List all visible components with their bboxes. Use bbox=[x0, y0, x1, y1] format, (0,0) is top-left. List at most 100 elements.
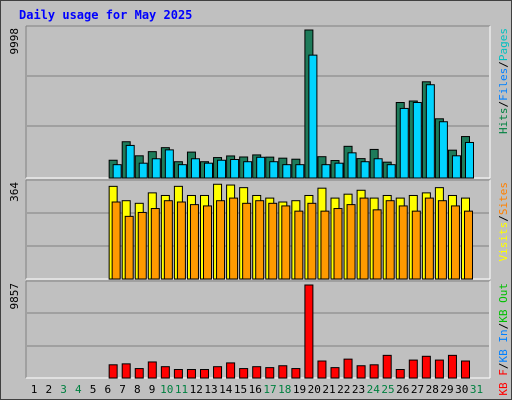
bar-kb-f-day-29 bbox=[434, 359, 444, 379]
bar-files-day-5 bbox=[125, 144, 135, 179]
day-label-4: 4 bbox=[75, 383, 82, 396]
legend-item-sites: Sites bbox=[497, 182, 510, 215]
bar-kb-f-day-31 bbox=[461, 360, 470, 379]
legend-item-kb-f: KB F bbox=[497, 369, 510, 396]
bar-files-day-24 bbox=[373, 158, 383, 179]
bar-files-day-6 bbox=[138, 162, 148, 179]
bar-kb-f-day-13 bbox=[226, 362, 236, 379]
bar-sites-day-26 bbox=[398, 205, 408, 280]
day-label-28: 28 bbox=[426, 383, 439, 396]
bar-files-day-8 bbox=[164, 149, 174, 179]
legend-item-: / bbox=[497, 61, 510, 68]
bar-kb-f-day-26 bbox=[395, 369, 405, 379]
bar-kb-f-day-16 bbox=[265, 367, 275, 379]
bar-files-day-22 bbox=[347, 152, 357, 179]
bar-files-day-12 bbox=[217, 159, 227, 179]
day-label-21: 21 bbox=[322, 383, 335, 396]
bar-kb-f-day-21 bbox=[330, 367, 340, 379]
bar-kb-f-day-7 bbox=[147, 361, 157, 379]
legend-item-: / bbox=[497, 323, 510, 330]
bar-kb-f-day-14 bbox=[239, 368, 249, 379]
panel-3-background bbox=[26, 281, 490, 378]
bar-files-day-19 bbox=[308, 54, 318, 179]
day-label-14: 14 bbox=[219, 383, 233, 396]
bar-files-day-20 bbox=[321, 164, 331, 179]
day-label-16: 16 bbox=[249, 383, 262, 396]
bar-kb-f-day-8 bbox=[160, 366, 170, 379]
bar-sites-day-5 bbox=[124, 215, 134, 280]
bar-files-day-13 bbox=[230, 158, 240, 179]
day-label-20: 20 bbox=[308, 383, 321, 396]
day-label-30: 30 bbox=[455, 383, 468, 396]
day-label-29: 29 bbox=[440, 383, 453, 396]
chart-title: Daily usage for May 2025 bbox=[19, 8, 193, 22]
day-label-19: 19 bbox=[293, 383, 306, 396]
legend-item-visits: Visits bbox=[497, 222, 510, 262]
day-label-22: 22 bbox=[337, 383, 350, 396]
bar-sites-day-12 bbox=[216, 200, 226, 280]
bar-sites-day-6 bbox=[137, 211, 147, 280]
bar-files-day-25 bbox=[386, 164, 396, 179]
day-label-11: 11 bbox=[175, 383, 188, 396]
legend-item-: / bbox=[497, 101, 510, 108]
bar-sites-day-29 bbox=[437, 200, 447, 280]
bar-files-day-27 bbox=[412, 102, 422, 179]
bar-files-day-17 bbox=[282, 164, 292, 179]
bar-sites-day-30 bbox=[450, 205, 460, 280]
bar-sites-day-25 bbox=[385, 200, 395, 280]
bar-files-day-21 bbox=[334, 162, 344, 179]
day-label-26: 26 bbox=[396, 383, 409, 396]
bar-kb-f-day-18 bbox=[291, 368, 301, 379]
day-label-25: 25 bbox=[381, 383, 394, 396]
bar-files-day-31 bbox=[465, 141, 474, 179]
bar-sites-day-11 bbox=[203, 205, 212, 280]
bar-sites-day-24 bbox=[372, 209, 382, 280]
panel-1-y-max-label: 9998 bbox=[8, 28, 21, 55]
day-label-5: 5 bbox=[90, 383, 97, 396]
bar-files-day-23 bbox=[360, 161, 370, 179]
legend-item-kb-in: KB In bbox=[497, 329, 510, 362]
day-label-18: 18 bbox=[278, 383, 291, 396]
bar-files-day-29 bbox=[438, 121, 448, 179]
bar-sites-day-22 bbox=[346, 204, 356, 280]
bar-kb-f-day-20 bbox=[317, 360, 327, 379]
bar-sites-day-20 bbox=[320, 210, 330, 280]
bar-sites-day-4 bbox=[111, 201, 121, 280]
bar-files-day-28 bbox=[425, 84, 435, 179]
bar-sites-day-10 bbox=[189, 204, 199, 280]
day-label-23: 23 bbox=[352, 383, 365, 396]
day-label-6: 6 bbox=[104, 383, 111, 396]
day-label-31: 31 bbox=[470, 383, 483, 396]
legend-item-: / bbox=[497, 363, 510, 370]
panel-2-legend: Visits/Sites bbox=[497, 182, 510, 262]
day-label-24: 24 bbox=[367, 383, 381, 396]
bar-files-day-4 bbox=[112, 164, 122, 179]
bar-sites-day-9 bbox=[176, 201, 186, 280]
bar-kb-f-day-5 bbox=[121, 363, 131, 379]
bar-kb-f-day-9 bbox=[173, 369, 183, 379]
day-label-9: 9 bbox=[149, 383, 156, 396]
bar-files-day-9 bbox=[177, 164, 187, 179]
bar-kb-f-day-6 bbox=[134, 368, 144, 379]
panel-2-y-max-label: 364 bbox=[8, 182, 21, 202]
bar-files-day-18 bbox=[295, 164, 305, 179]
legend-item-hits: Hits bbox=[497, 108, 510, 135]
day-label-17: 17 bbox=[263, 383, 276, 396]
bar-kb-f-day-15 bbox=[252, 366, 262, 379]
bar-kb-f-day-4 bbox=[108, 364, 118, 379]
bar-sites-day-27 bbox=[411, 210, 421, 280]
day-label-10: 10 bbox=[160, 383, 173, 396]
bar-sites-day-16 bbox=[268, 202, 278, 280]
day-label-1: 1 bbox=[31, 383, 38, 396]
day-label-12: 12 bbox=[190, 383, 203, 396]
bar-sites-day-28 bbox=[424, 197, 434, 280]
bar-kb-f-day-27 bbox=[408, 359, 418, 379]
bar-files-day-16 bbox=[269, 161, 279, 179]
bar-kb-f-day-19 bbox=[304, 284, 314, 379]
bar-sites-day-31 bbox=[464, 210, 473, 280]
bar-kb-f-day-23 bbox=[356, 365, 366, 379]
bar-sites-day-21 bbox=[333, 208, 343, 280]
legend-item-: / bbox=[497, 215, 510, 222]
